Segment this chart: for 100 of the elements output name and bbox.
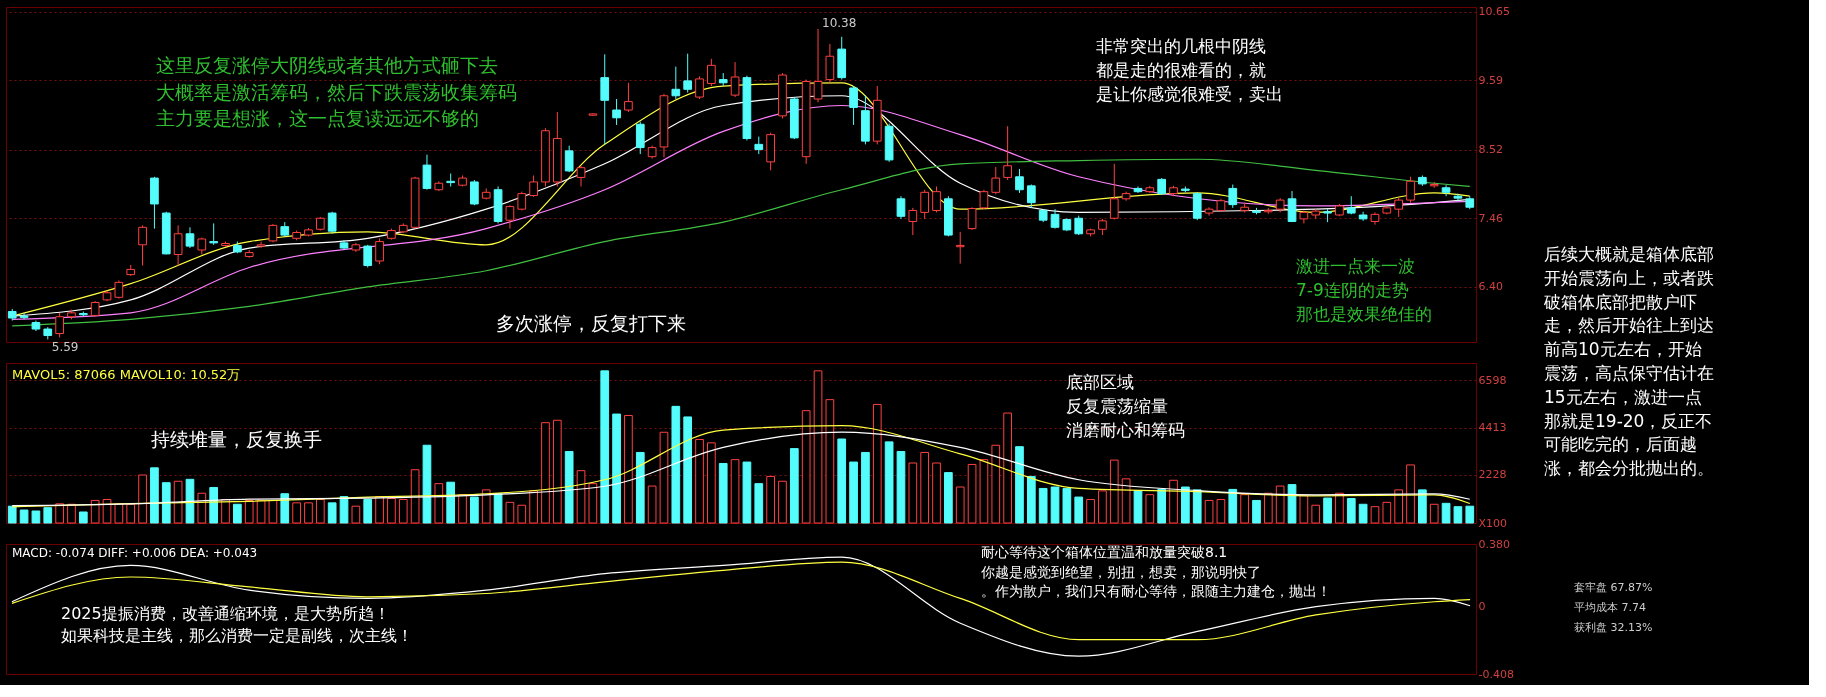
bar: [754, 483, 764, 524]
bar: [517, 504, 527, 524]
bar: [55, 503, 64, 524]
annotation: MACD: -0.074 DIFF: +0.006 DEA: +0.043: [12, 546, 258, 560]
candlestick: [1133, 185, 1143, 194]
bar: [1453, 506, 1463, 524]
text: 套牢盘 67.87%: [1574, 581, 1653, 594]
bar: [896, 450, 906, 524]
bar: [1263, 492, 1273, 524]
candlestick: [422, 154, 432, 191]
y-tick-label: 0.380: [1478, 537, 1510, 551]
bar: [1335, 492, 1344, 524]
candlestick: [635, 121, 645, 155]
candlestick: [114, 279, 124, 300]
y-tick-label: 0: [1478, 600, 1486, 614]
bar: [434, 483, 444, 524]
bar: [659, 431, 669, 524]
candlestick: [683, 53, 693, 94]
bar: [233, 503, 242, 524]
bar: [612, 413, 621, 524]
bar: [884, 441, 894, 524]
y-tick-label: 6598: [1478, 373, 1507, 387]
bar: [114, 503, 124, 524]
y-tick-label: 7.46: [1478, 211, 1503, 225]
bar: [1346, 498, 1356, 524]
annotation: 多次涨停，反复打下来: [496, 312, 686, 334]
bar: [1003, 412, 1012, 524]
bar: [1382, 501, 1392, 524]
candlestick: [470, 179, 479, 206]
bar: [1429, 503, 1439, 524]
bar: [742, 461, 752, 524]
annotation: 持续堆量，反复换手: [151, 428, 322, 450]
candlestick: [624, 82, 633, 113]
bar: [256, 499, 266, 524]
bar: [920, 451, 930, 524]
candlestick: [1394, 197, 1404, 218]
candlestick: [185, 226, 195, 249]
bar: [280, 493, 290, 524]
bar: [363, 498, 373, 524]
bar: [588, 483, 598, 524]
annotation: 非常突出的几根中阴线都是走的很难看的，就是让你感觉很难受，卖出: [1096, 36, 1283, 104]
bar: [173, 480, 183, 524]
bar: [624, 414, 633, 524]
candlestick: [505, 204, 515, 230]
bar: [1299, 495, 1309, 524]
bar: [209, 486, 219, 524]
bar: [493, 493, 503, 524]
bar: [1216, 498, 1226, 524]
bar: [422, 444, 432, 524]
candlestick: [896, 195, 906, 220]
y-tick-label: 9.59: [1478, 73, 1503, 87]
bar: [778, 480, 787, 524]
bar: [1062, 487, 1072, 524]
bar: [635, 451, 645, 524]
bar: [707, 442, 716, 524]
bar: [1358, 503, 1368, 524]
bar: [908, 462, 918, 524]
bar: [1418, 489, 1427, 524]
candlestick: [955, 231, 965, 265]
candlestick: [849, 85, 858, 126]
bar: [505, 501, 515, 524]
candlestick: [932, 185, 941, 213]
bar: [730, 459, 740, 524]
bar: [564, 450, 574, 524]
bar: [849, 461, 858, 524]
candlestick: [209, 222, 219, 246]
annotation: 耐心等待这个箱体位置温和放量突破8.1你越是感觉到绝望，别扭，想卖，那说明快了。作为散户，我们只有耐心等待，跟随主力建仓，抛出！: [980, 544, 1331, 600]
candlestick: [695, 75, 704, 100]
text: 获利盘 32.13%: [1574, 621, 1653, 634]
bar: [1109, 459, 1119, 524]
bar: [1275, 485, 1285, 524]
candlestick: [1287, 190, 1297, 223]
bar: [1181, 486, 1190, 524]
annotation: MAVOL5: 87066 MAVOL10: 10.52万: [12, 367, 241, 382]
candlestick: [707, 58, 716, 87]
bar: [327, 502, 337, 524]
bar: [789, 448, 799, 524]
bar: [481, 489, 491, 524]
annotation: 底部区域反复震荡缩量消磨耐心和筹码: [1066, 372, 1185, 440]
bar: [43, 507, 53, 524]
bar: [126, 503, 136, 524]
bar: [19, 509, 29, 524]
bar: [1204, 499, 1214, 524]
bar: [1133, 490, 1143, 524]
bar: [339, 496, 349, 524]
candlestick: [991, 166, 1001, 195]
candlestick: [908, 207, 918, 236]
bar: [647, 485, 657, 524]
bar: [292, 502, 301, 524]
bar: [315, 498, 325, 524]
bar: [683, 416, 693, 524]
annotation: 激进一点来一波7-9连阴的走势那也是效果绝佳的: [1296, 256, 1432, 324]
bar: [1169, 479, 1178, 524]
y-tick-label: 4413: [1478, 421, 1507, 435]
bar: [801, 410, 811, 524]
bar: [813, 370, 823, 524]
bar: [991, 444, 1001, 524]
bar: [576, 470, 586, 524]
bar: [695, 438, 704, 524]
bar: [1441, 502, 1451, 524]
